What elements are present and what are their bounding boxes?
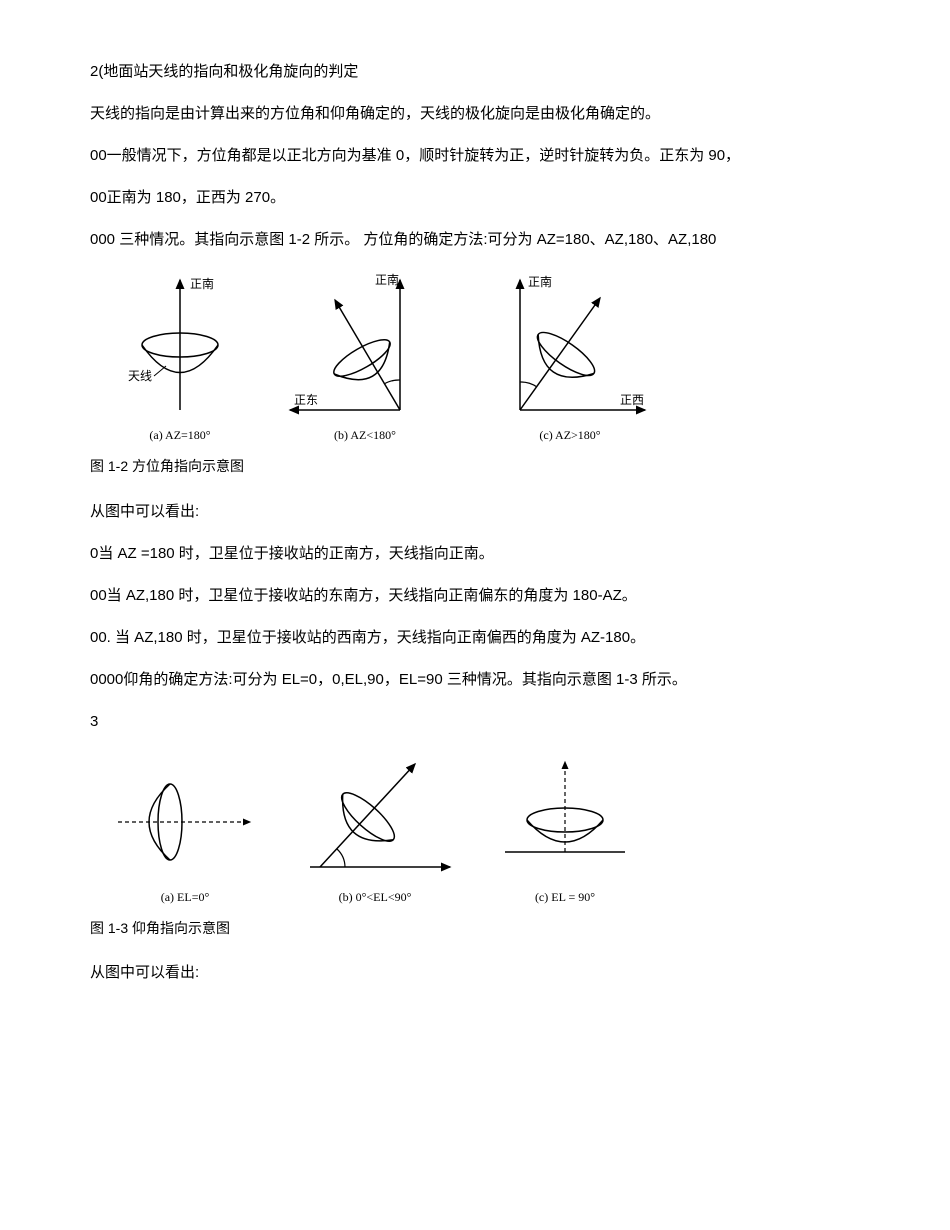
fig2-b-caption: (b) 0°<EL<90°	[290, 888, 460, 907]
fig1-a: 正南 天线 (a) AZ=180°	[110, 270, 250, 445]
fig2-c-caption: (c) EL = 90°	[490, 888, 640, 907]
paragraph: 00. 当 AZ,180 时，卫星位于接收站的西南方，天线指向正南偏西的角度为 …	[90, 626, 860, 650]
fig2-b: (b) 0°<EL<90°	[290, 752, 460, 907]
fig1-a-caption: (a) AZ=180°	[110, 426, 250, 445]
paragraph: 0当 AZ =180 时，卫星位于接收站的正南方，天线指向正南。	[90, 542, 860, 566]
axis-label-up: 正南	[190, 276, 214, 291]
fig2-c: (c) EL = 90°	[490, 752, 640, 907]
fig1-b-caption: (b) AZ<180°	[280, 426, 450, 445]
fig2-a-svg	[110, 752, 260, 882]
fig2-c-svg	[490, 752, 640, 882]
axis-label-left: 正东	[294, 393, 318, 407]
section-title: 2(地面站天线的指向和极化角旋向的判定	[90, 60, 860, 84]
figure-1-3-caption: 图 1-3 仰角指向示意图	[90, 917, 860, 939]
figure-1-3: (a) EL=0° (b) 0°<EL<90°	[110, 752, 860, 907]
fig1-b: 正南 正东 (b) AZ<180°	[280, 270, 450, 445]
fig2-b-svg	[290, 752, 460, 882]
figure-1-2: 正南 天线 (a) AZ=180° 正南 正东	[110, 270, 860, 445]
fig2-a: (a) EL=0°	[110, 752, 260, 907]
paragraph: 0000仰角的确定方法:可分为 EL=0，0,EL,90，EL=90 三种情况。…	[90, 668, 860, 692]
fig1-c-caption: (c) AZ>180°	[480, 426, 660, 445]
paragraph: 3	[90, 710, 860, 734]
fig1-b-svg: 正南 正东	[280, 270, 450, 420]
figure-1-2-caption: 图 1-2 方位角指向示意图	[90, 455, 860, 477]
axis-label-up: 正南	[528, 274, 552, 289]
paragraph: 从图中可以看出:	[90, 500, 860, 524]
antenna-label: 天线	[128, 369, 152, 383]
paragraph: 00当 AZ,180 时，卫星位于接收站的东南方，天线指向正南偏东的角度为 18…	[90, 584, 860, 608]
paragraph: 00正南为 180，正西为 270。	[90, 186, 860, 210]
fig1-a-svg: 正南 天线	[110, 270, 250, 420]
paragraph: 从图中可以看出:	[90, 961, 860, 985]
paragraph: 000 三种情况。其指向示意图 1-2 所示。 方位角的确定方法:可分为 AZ=…	[90, 228, 860, 252]
paragraph: 00一般情况下，方位角都是以正北方向为基准 0，顺时针旋转为正，逆时针旋转为负。…	[90, 144, 860, 168]
fig1-c-svg: 正南 正西	[480, 270, 660, 420]
axis-label-up: 正南	[375, 272, 399, 287]
fig1-c: 正南 正西 (c) AZ>180°	[480, 270, 660, 445]
paragraph: 天线的指向是由计算出来的方位角和仰角确定的，天线的极化旋向是由极化角确定的。	[90, 102, 860, 126]
fig2-a-caption: (a) EL=0°	[110, 888, 260, 907]
axis-label-right: 正西	[620, 393, 644, 407]
